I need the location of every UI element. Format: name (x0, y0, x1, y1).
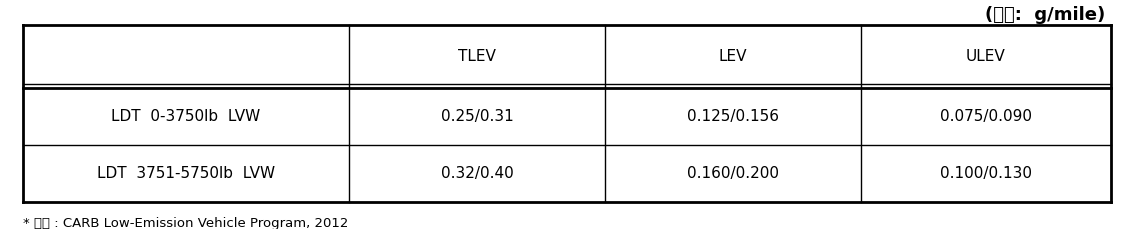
Text: 0.075/0.090: 0.075/0.090 (940, 109, 1032, 124)
Text: 0.25/0.31: 0.25/0.31 (441, 109, 513, 124)
Text: LDT  0-3750lb  LVW: LDT 0-3750lb LVW (112, 109, 261, 124)
Text: 0.160/0.200: 0.160/0.200 (687, 166, 778, 181)
Text: LDT  3751-5750lb  LVW: LDT 3751-5750lb LVW (97, 166, 275, 181)
Text: LEV: LEV (719, 49, 747, 64)
Text: 0.125/0.156: 0.125/0.156 (687, 109, 778, 124)
Text: ULEV: ULEV (966, 49, 1006, 64)
Text: * 자료 : CARB Low-Emission Vehicle Program, 2012: * 자료 : CARB Low-Emission Vehicle Program… (23, 217, 347, 229)
Text: 0.32/0.40: 0.32/0.40 (441, 166, 513, 181)
Text: (단위:  g/mile): (단위: g/mile) (985, 6, 1105, 24)
Text: TLEV: TLEV (458, 49, 496, 64)
Text: 0.100/0.130: 0.100/0.130 (940, 166, 1032, 181)
